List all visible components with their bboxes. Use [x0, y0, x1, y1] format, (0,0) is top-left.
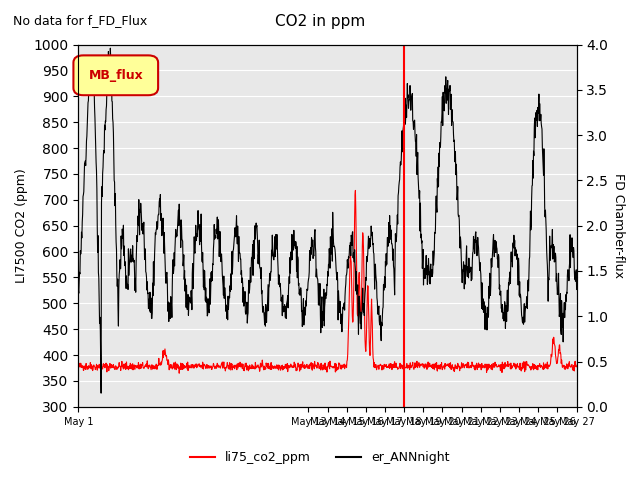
li75_co2_ppm [108, 362, 115, 368]
er_ANNnight [424, 278, 431, 284]
Text: CO2 in ppm: CO2 in ppm [275, 14, 365, 29]
Text: MB_flux: MB_flux [88, 69, 143, 82]
er_ANNnight [450, 132, 458, 138]
er_ANNnight [97, 390, 105, 396]
er_ANNnight [106, 45, 114, 51]
li75_co2_ppm [351, 188, 359, 193]
er_ANNnight [538, 145, 546, 151]
Line: li75_co2_ppm: li75_co2_ppm [79, 191, 577, 373]
er_ANNnight [75, 287, 83, 292]
li75_co2_ppm [175, 371, 183, 376]
Y-axis label: LI7500 CO2 (ppm): LI7500 CO2 (ppm) [15, 168, 28, 283]
li75_co2_ppm [424, 362, 431, 368]
li75_co2_ppm [538, 365, 546, 371]
er_ANNnight [573, 287, 580, 292]
li75_co2_ppm [360, 245, 367, 251]
FancyBboxPatch shape [74, 55, 158, 95]
li75_co2_ppm [106, 365, 114, 371]
Legend: li75_co2_ppm, er_ANNnight: li75_co2_ppm, er_ANNnight [186, 446, 454, 469]
Text: No data for f_FD_Flux: No data for f_FD_Flux [13, 14, 147, 27]
er_ANNnight [360, 309, 367, 315]
li75_co2_ppm [450, 368, 458, 373]
er_ANNnight [108, 98, 116, 104]
Y-axis label: FD Chamber-flux: FD Chamber-flux [612, 173, 625, 278]
li75_co2_ppm [75, 362, 83, 368]
er_ANNnight [108, 71, 115, 77]
Line: er_ANNnight: er_ANNnight [79, 48, 577, 393]
li75_co2_ppm [573, 364, 580, 370]
